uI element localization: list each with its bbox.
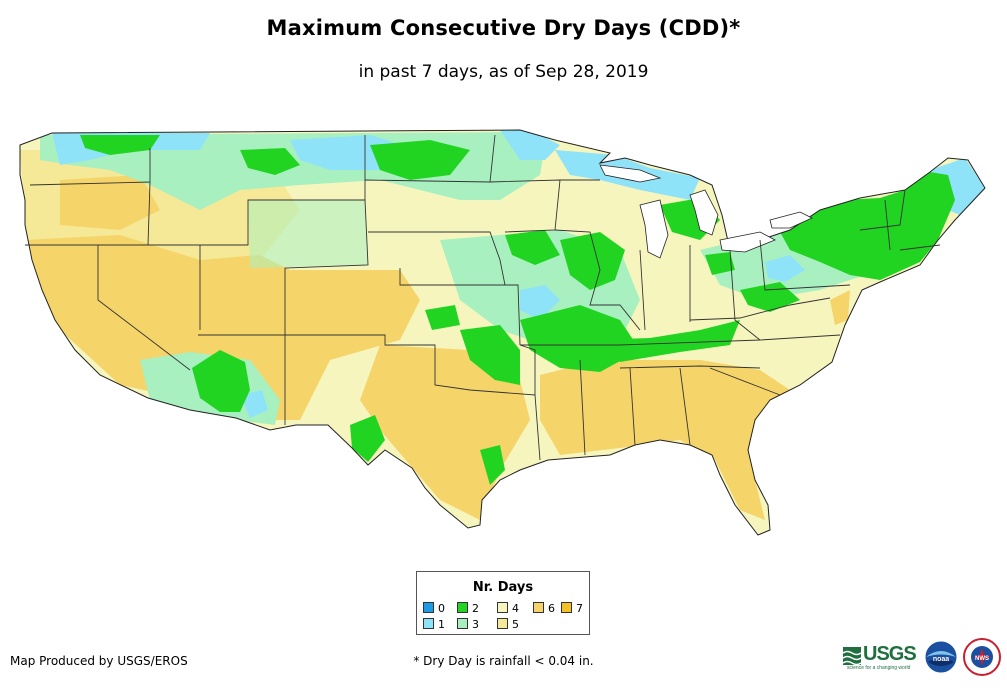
nws-logo: NWS	[963, 638, 1001, 676]
legend-swatch-0	[423, 602, 434, 613]
legend-item-3: 3	[457, 618, 479, 631]
legend-item-5: 5	[497, 618, 519, 631]
legend-item-0: 0	[423, 602, 445, 615]
legend-swatch-1	[423, 618, 434, 629]
map-subtitle: in past 7 days, as of Sep 28, 2019	[358, 62, 649, 82]
zone-6-day-southeast	[540, 360, 790, 520]
legend-swatch-4	[497, 602, 508, 613]
legend-swatch-6	[533, 602, 544, 613]
zone-2-day-arizona	[192, 350, 250, 412]
legend-item-6: 6	[533, 602, 555, 615]
noaa-logo: noaa	[924, 640, 958, 674]
state-boundaries	[25, 134, 941, 461]
map-title: Maximum Consecutive Dry Days (CDD)*	[266, 16, 741, 40]
usgs-logo-text: USGS	[863, 643, 917, 665]
legend-swatch-5	[497, 618, 508, 629]
legend: Nr. Days 0 1 2 3 4 5 6 7	[416, 571, 590, 635]
nws-logo-text: NWS	[975, 656, 989, 662]
legend-swatch-3	[457, 618, 468, 629]
zone-2-day-northeast	[780, 172, 955, 280]
noaa-logo-text: noaa	[933, 656, 949, 663]
great-lakes	[599, 164, 813, 259]
zone-6-day-west	[25, 235, 420, 420]
usgs-logo: USGS science for a changing world	[843, 643, 919, 673]
cdd-raster	[20, 130, 985, 520]
usgs-logo-tagline: science for a changing world	[847, 665, 911, 671]
legend-grid: 0 1 2 3 4 5 6 7	[423, 602, 588, 632]
map-credit: Map Produced by USGS/EROS	[10, 654, 188, 668]
zone-2-day-midwest	[560, 232, 625, 290]
legend-title: Nr. Days	[472, 580, 534, 595]
legend-item-7: 7	[561, 602, 583, 615]
legend-item-4: 4	[497, 602, 519, 615]
legend-item-2: 2	[457, 602, 479, 615]
legend-swatch-7	[561, 602, 572, 613]
legend-swatch-2	[457, 602, 468, 613]
legend-item-1: 1	[423, 618, 445, 631]
dry-day-footnote: * Dry Day is rainfall < 0.04 in.	[413, 654, 594, 668]
usgs-wave-icon	[843, 647, 861, 665]
